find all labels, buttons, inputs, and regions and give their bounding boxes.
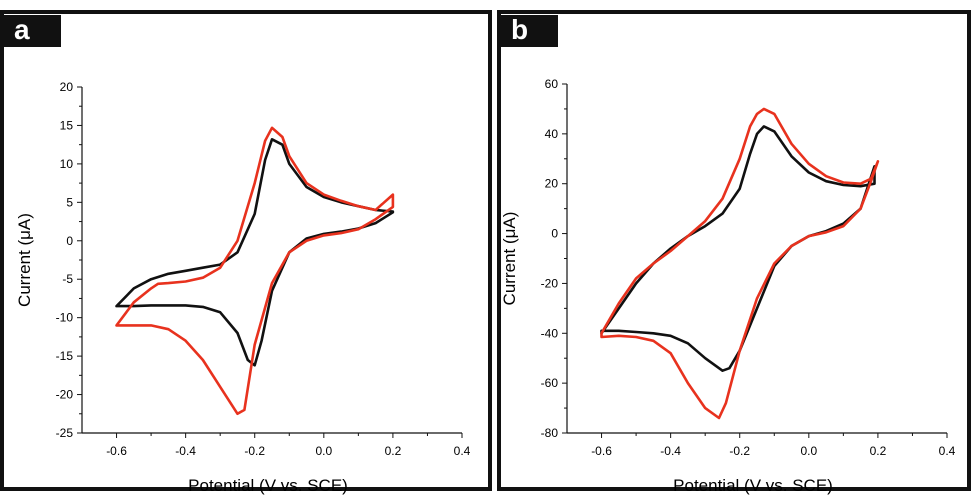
panel-badge — [497, 15, 558, 47]
y-tick-label: 20 — [545, 177, 559, 191]
x-tick-label: 0.2 — [385, 444, 402, 458]
x-tick-label: -0.4 — [175, 444, 196, 458]
x-tick-label: -0.6 — [106, 444, 127, 458]
x-tick-label: 0.0 — [315, 444, 332, 458]
y-tick-label: 0 — [551, 227, 558, 241]
y-tick-label: -10 — [56, 311, 74, 325]
panel-frame — [497, 10, 971, 491]
cv-curve-1 — [115, 138, 395, 367]
x-tick-label: 0.4 — [454, 444, 471, 458]
x-tick-label: -0.2 — [729, 444, 750, 458]
y-axis-label: Current (μA) — [500, 212, 519, 306]
y-tick-label: 10 — [60, 157, 74, 171]
y-tick-label: -60 — [541, 376, 559, 390]
x-axis-label: Potential (V vs. SCE) — [673, 476, 833, 495]
panel-b: b -0.6 -0.4 -0.2 0.0 0.2 0.4 60 40 20 0 -20 -40 -60 -8… — [497, 10, 971, 495]
y-tick-label: 0 — [66, 234, 73, 248]
y-tick-label: -15 — [56, 349, 74, 363]
y-tick-label: 15 — [60, 118, 74, 132]
panel-badge — [0, 15, 61, 47]
x-tick-label: -0.4 — [660, 444, 681, 458]
y-tick-label: 5 — [66, 195, 73, 209]
y-tick-label: -40 — [541, 326, 559, 340]
y-tick-label: 20 — [60, 80, 74, 94]
y-tick-label: -20 — [56, 388, 74, 402]
y-tick-label: 40 — [545, 127, 559, 141]
x-tick-label: -0.6 — [591, 444, 612, 458]
y-tick-label: 60 — [545, 77, 559, 91]
y-tick-label: -80 — [541, 426, 559, 440]
y-tick-label: -25 — [56, 426, 74, 440]
x-tick-label: 0.0 — [800, 444, 817, 458]
panel-frame — [0, 10, 492, 491]
cv-curve-2 — [115, 126, 395, 416]
panel-letter: b — [511, 14, 528, 45]
x-tick-label: -0.2 — [244, 444, 265, 458]
panel-a: a -0.6 -0.4 -0.2 0.0 0.2 0.4 20 15 10 5 0 -5 -10 -15 -2… — [0, 10, 492, 495]
cv-curve-2 — [600, 107, 880, 420]
x-axis-label: Potential (V vs. SCE) — [188, 476, 348, 495]
y-tick-label: -5 — [62, 272, 73, 286]
x-tick-label: 0.4 — [939, 444, 956, 458]
panel-letter: a — [14, 14, 30, 45]
x-tick-label: 0.2 — [870, 444, 887, 458]
y-tick-label: -20 — [541, 276, 559, 290]
y-axis-label: Current (μA) — [15, 213, 34, 307]
